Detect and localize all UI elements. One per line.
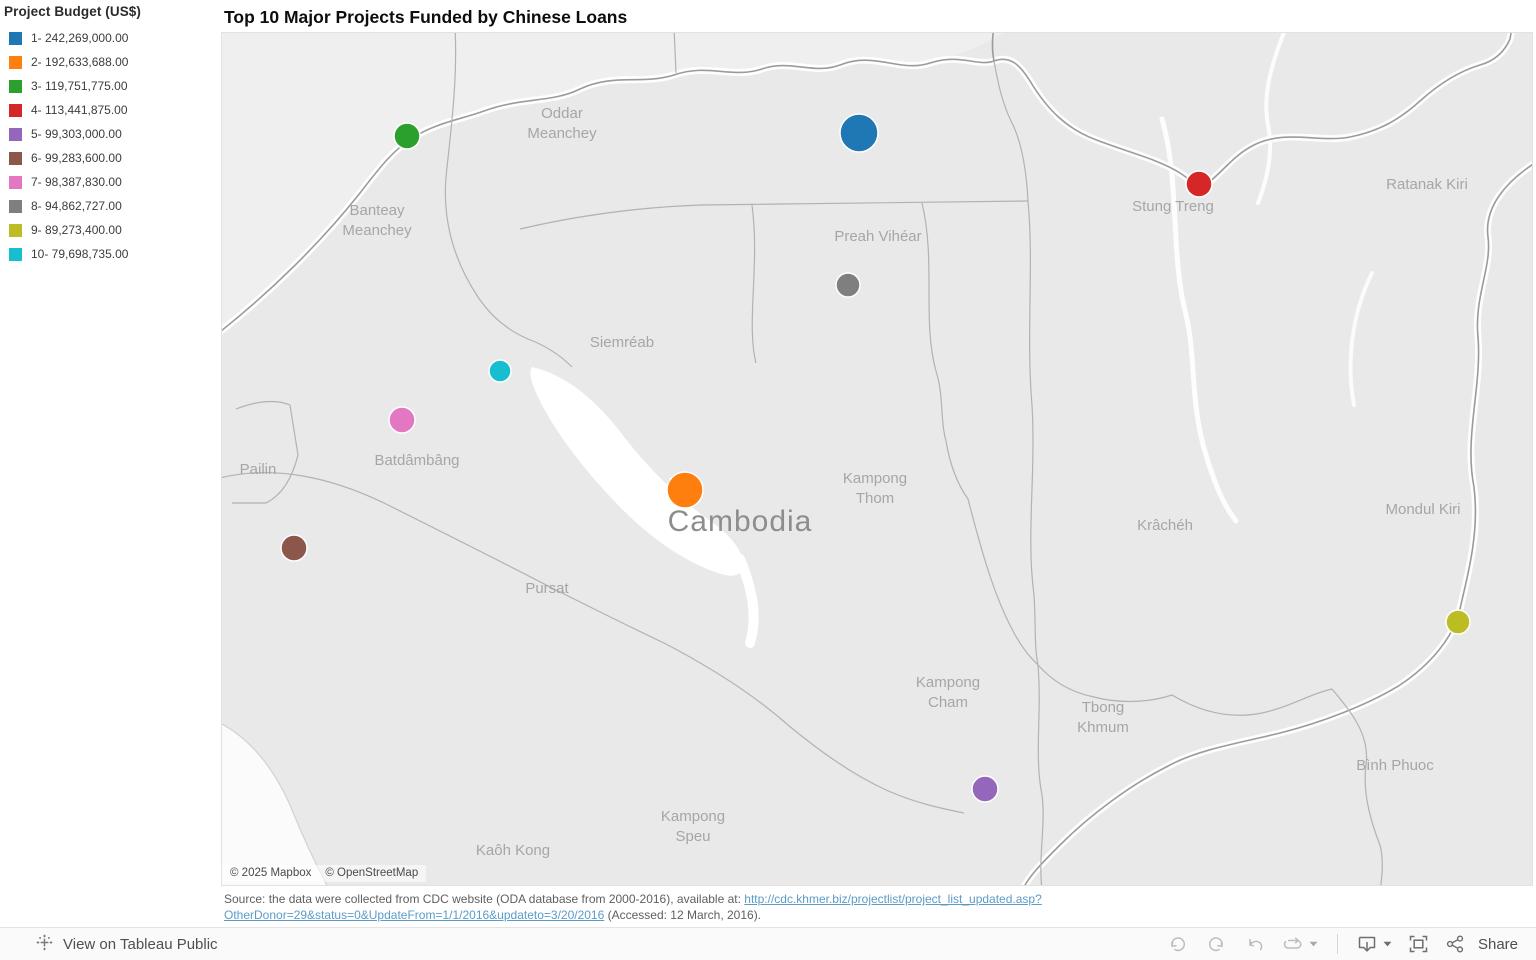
place-label: Bình Phuoc	[1356, 757, 1434, 774]
tableau-toolbar: View on Tableau Public	[0, 927, 1536, 960]
source-text-suffix: (Accessed: 12 March, 2016).	[604, 908, 762, 922]
legend-swatch	[9, 31, 22, 45]
legend-swatch	[9, 223, 22, 237]
lake-tonle-sap	[530, 367, 744, 576]
source-link-line1[interactable]: http://cdc.khmer.biz/projectlist/project…	[744, 892, 1042, 906]
place-label: Kampong Thom	[843, 470, 907, 507]
share-label: Share	[1477, 935, 1518, 953]
place-label: Krâchéh	[1137, 517, 1193, 534]
place-label: Kaôh Kong	[476, 842, 550, 859]
legend-item-label: 10- 79,698,735.00	[31, 247, 129, 261]
project-marker-rank-4[interactable]	[1185, 170, 1213, 198]
province-borders	[222, 33, 1383, 885]
download-button[interactable]	[1355, 932, 1394, 956]
place-label: Stung Treng	[1132, 198, 1214, 215]
redo-button[interactable]	[1203, 932, 1231, 956]
project-marker-rank-9[interactable]	[1445, 609, 1471, 635]
legend-item[interactable]: 8- 94,862,727.00	[4, 194, 220, 218]
legend-item-label: 6- 99,283,600.00	[31, 151, 122, 165]
mapbox-attribution-link[interactable]: © 2025 Mapbox	[230, 867, 312, 879]
legend-item[interactable]: 6- 99,283,600.00	[4, 146, 220, 170]
project-marker-rank-5[interactable]	[971, 775, 999, 803]
legend-swatch	[9, 175, 22, 189]
project-marker-rank-8[interactable]	[835, 272, 861, 298]
place-label: Pailin	[240, 461, 277, 478]
place-label: Oddar Meanchey	[527, 105, 597, 142]
reset-button[interactable]	[1242, 932, 1270, 956]
place-label: Preah Vihéar	[834, 228, 921, 245]
legend-title: Project Budget (US$)	[4, 4, 142, 19]
place-label: Siemréab	[590, 334, 654, 351]
view-on-tableau-public-label: View on Tableau Public	[63, 935, 218, 953]
cambodia-map: Oddar Meanchey Banteay Meanchey Preah Vihéar…	[222, 33, 1532, 885]
place-label: Mondul Kiri	[1385, 501, 1460, 518]
refresh-button[interactable]	[1281, 932, 1320, 956]
legend-swatch	[9, 247, 22, 261]
source-link-line2[interactable]: OtherDonor=29&status=0&UpdateFrom=1/1/20…	[224, 908, 605, 922]
undo-button[interactable]	[1164, 932, 1192, 956]
legend-swatch	[9, 199, 22, 213]
rivers	[1159, 33, 1374, 524]
map-background	[222, 33, 1532, 885]
openstreetmap-attribution-link[interactable]: © OpenStreetMap	[325, 867, 419, 879]
page-title: Top 10 Major Projects Funded by Chinese …	[224, 7, 628, 27]
legend-item-label: 7- 98,387,830.00	[31, 175, 122, 189]
legend-item-label: 1- 242,269,000.00	[31, 31, 129, 45]
legend-item[interactable]: 10- 79,698,735.00	[4, 242, 220, 266]
map-labels: Oddar Meanchey Banteay Meanchey Preah Vihéar…	[240, 105, 1468, 859]
share-button[interactable]: Share	[1444, 932, 1520, 956]
place-label: Ratanak Kiri	[1386, 176, 1468, 193]
tableau-logo-icon	[36, 934, 53, 955]
download-caret-icon	[1383, 941, 1392, 947]
legend-item-label: 9- 89,273,400.00	[31, 223, 122, 237]
source-caption: Source: the data were collected from CDC…	[224, 891, 1284, 923]
legend-item[interactable]: 4- 113,441,875.00	[4, 98, 220, 122]
legend-item[interactable]: 9- 89,273,400.00	[4, 218, 220, 242]
river	[735, 554, 759, 648]
legend-item[interactable]: 2- 192,633,688.00	[4, 50, 220, 74]
place-label: Banteay Meanchey	[342, 202, 412, 239]
legend-item[interactable]: 1- 242,269,000.00	[4, 26, 220, 50]
refresh-caret-icon	[1309, 941, 1318, 947]
legend-item-label: 3- 119,751,775.00	[31, 79, 128, 93]
project-marker-rank-3[interactable]	[393, 122, 421, 150]
legend-panel: Project Budget (US$) 1- 242,269,000.00 2-…	[4, 4, 220, 266]
project-marker-rank-1[interactable]	[839, 113, 879, 153]
legend-item-label: 8- 94,862,727.00	[31, 199, 122, 213]
map-viewport[interactable]: Oddar Meanchey Banteay Meanchey Preah Vihéar…	[221, 32, 1533, 886]
source-text-prefix: Source: the data were collected from CDC…	[224, 892, 745, 906]
legend-item[interactable]: 3- 119,751,775.00	[4, 74, 220, 98]
map-attribution: © 2025 Mapbox © OpenStreetMap	[222, 865, 427, 882]
legend-swatch	[9, 55, 22, 69]
project-marker-rank-7[interactable]	[388, 406, 416, 434]
legend-swatch	[9, 103, 22, 117]
legend-item-label: 5- 99,303,000.00	[31, 127, 122, 141]
place-label: Batdâmbâng	[374, 452, 459, 469]
place-label: Kampong Speu	[661, 808, 725, 845]
legend-item-label: 2- 192,633,688.00	[31, 55, 129, 69]
fullscreen-button[interactable]	[1405, 932, 1433, 956]
legend-item-label: 4- 113,441,875.00	[31, 103, 128, 117]
toolbar-actions: Share	[1164, 932, 1520, 956]
place-label: Kampong Cham	[916, 674, 980, 711]
toolbar-divider	[1336, 934, 1338, 954]
legend-swatch	[9, 79, 22, 93]
country-label: Cambodia	[668, 505, 813, 538]
legend-item[interactable]: 5- 99,303,000.00	[4, 122, 220, 146]
place-label: Tbong Khmum	[1077, 699, 1129, 736]
map-markers	[280, 113, 1471, 803]
legend-swatch	[9, 127, 22, 141]
place-label: Pursat	[525, 580, 569, 597]
project-marker-rank-6[interactable]	[280, 534, 308, 562]
legend-items: 1- 242,269,000.00 2- 192,633,688.00 3- 119…	[4, 26, 220, 266]
legend-item[interactable]: 7- 98,387,830.00	[4, 170, 220, 194]
legend-swatch	[9, 151, 22, 165]
project-marker-rank-10[interactable]	[488, 359, 512, 383]
view-on-tableau-public-link[interactable]: View on Tableau Public	[36, 934, 218, 955]
project-marker-rank-2[interactable]	[666, 471, 704, 509]
neighbour-region-shade	[222, 33, 1004, 331]
